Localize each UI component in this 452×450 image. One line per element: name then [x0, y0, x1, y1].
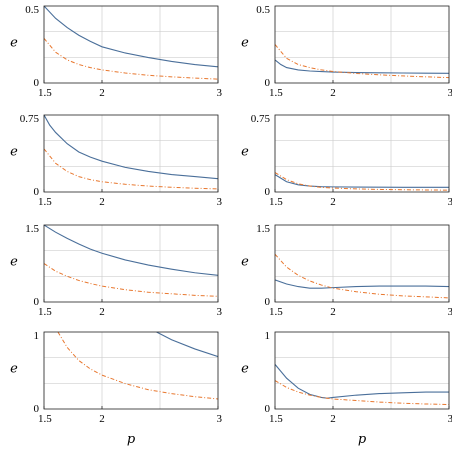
- axes-frame: [43, 331, 219, 410]
- series-dashed-line: [275, 380, 449, 406]
- x-tick-label: 3: [448, 196, 452, 208]
- y-tick-label: 1.5: [256, 223, 270, 235]
- y-tick-label: 0: [265, 403, 271, 415]
- y-tick-label: 0: [265, 296, 271, 308]
- y-tick-label: 1: [34, 330, 40, 342]
- x-tick-label: 2: [99, 306, 105, 318]
- x-tick-label: 2: [330, 306, 336, 318]
- y-axis-label: e: [241, 362, 249, 377]
- panel-row2-left: 1.5 2 3 0 0.75 e: [10, 113, 222, 208]
- panel-row2-right: 1.5 2 3 0 0.75 e: [241, 113, 452, 208]
- panel-row3-left: 1.5 2 301.5e: [10, 223, 222, 318]
- series-dashed-line: [44, 38, 218, 80]
- y-tick-label: 0: [34, 186, 40, 198]
- y-axis-label: e: [10, 255, 18, 270]
- axes-frame: [43, 224, 219, 303]
- y-tick-label: 0.75: [20, 113, 40, 125]
- panel-row1-left: 1.5 2 3 0 0.5 e: [10, 4, 222, 99]
- y-tick-label: 0: [265, 77, 271, 89]
- y-tick-label: 0: [34, 77, 40, 89]
- x-tick-label: 3: [448, 87, 452, 99]
- axes-frame: [43, 114, 219, 193]
- plot-area: [44, 225, 218, 302]
- series-solid-line: [275, 279, 449, 289]
- x-tick-label: 1.5: [269, 413, 283, 425]
- y-axis-label: e: [10, 362, 18, 377]
- x-tick-label: 2: [330, 413, 336, 425]
- panel-row4-right: 1.5 2 3 0 1 e p: [241, 330, 452, 447]
- series-solid-line: [44, 6, 218, 68]
- plot-area: [275, 225, 449, 302]
- x-tick-label: 3: [217, 413, 223, 425]
- axes-frame: [274, 331, 450, 410]
- x-tick-label: 3: [217, 196, 223, 208]
- x-tick-label: 1.5: [38, 306, 52, 318]
- x-axis-label: p: [358, 432, 367, 447]
- x-tick-label: 3: [217, 306, 223, 318]
- series-solid-line: [44, 225, 218, 276]
- y-tick-label: 0.5: [25, 4, 39, 16]
- y-axis-label: e: [241, 145, 249, 160]
- x-tick-label: 1.5: [269, 87, 283, 99]
- x-tick-label: 2: [330, 87, 336, 99]
- x-tick-label: 1.5: [38, 87, 52, 99]
- x-tick-label: 2: [99, 413, 105, 425]
- plot-area: [44, 115, 218, 192]
- y-tick-label: 0: [265, 186, 271, 198]
- x-tick-label: 1.5: [38, 196, 52, 208]
- axes-frame: [274, 114, 450, 193]
- y-tick-label: 0: [34, 296, 40, 308]
- x-tick-label: 2: [330, 196, 336, 208]
- x-tick-label: 2: [99, 196, 105, 208]
- y-axis-label: e: [10, 36, 18, 51]
- y-axis-label: e: [241, 36, 249, 51]
- x-tick-label: 2: [99, 87, 105, 99]
- y-tick-label: 0.5: [256, 4, 270, 16]
- plot-area: [44, 6, 218, 83]
- plot-area: [44, 332, 218, 409]
- series-dashed-line: [275, 253, 449, 299]
- axes-frame: [274, 224, 450, 303]
- x-tick-label: 1.5: [38, 413, 52, 425]
- series-dashed-line: [57, 332, 218, 400]
- series-solid-line: [275, 174, 449, 188]
- y-axis-label: e: [10, 145, 18, 160]
- x-tick-label: 3: [217, 87, 223, 99]
- panel-row3-right: 1.5 2 301.5e: [241, 223, 452, 318]
- x-axis-label: p: [127, 432, 136, 447]
- panel-row4-left: 1.5 2 3 0 1 e p: [10, 330, 222, 447]
- y-tick-label: 1.5: [25, 223, 39, 235]
- x-tick-label: 3: [448, 306, 452, 318]
- x-tick-label: 1.5: [269, 306, 283, 318]
- y-tick-label: 0.75: [251, 113, 271, 125]
- series-solid-line: [275, 363, 449, 399]
- series-solid-line: [156, 332, 218, 358]
- axes-frame: [274, 5, 450, 84]
- axes-frame: [43, 5, 219, 84]
- series-solid-line: [275, 59, 449, 74]
- y-tick-label: 1: [265, 330, 271, 342]
- y-axis-label: e: [241, 255, 249, 270]
- y-tick-label: 0: [34, 403, 40, 415]
- series-dashed-line: [44, 148, 218, 190]
- panel-row1-right: 1.5 2 3 0 0.5 e: [241, 4, 452, 99]
- x-tick-label: 3: [448, 413, 452, 425]
- series-dashed-line: [275, 44, 449, 79]
- plot-area: [275, 6, 449, 83]
- x-tick-label: 1.5: [269, 196, 283, 208]
- series-solid-line: [44, 115, 218, 180]
- series-dashed-line: [275, 172, 449, 191]
- plot-area: [275, 332, 449, 409]
- plot-area: [275, 115, 449, 192]
